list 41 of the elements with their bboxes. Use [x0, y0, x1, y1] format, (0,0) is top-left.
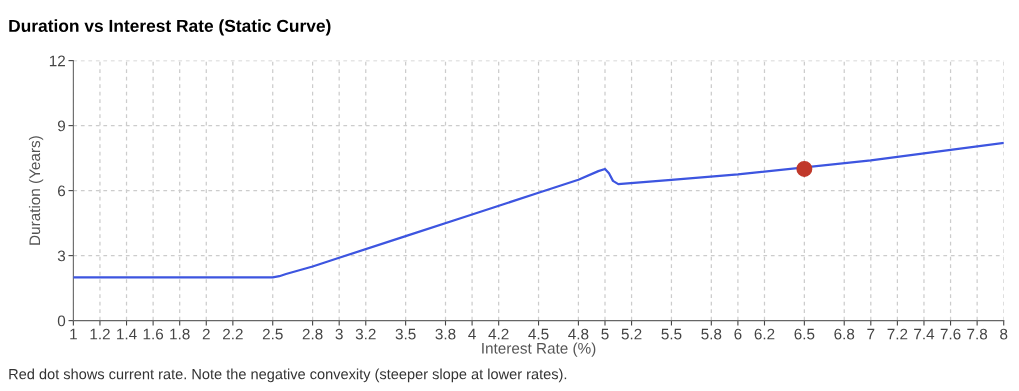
x-tick-label: 4.2: [488, 328, 509, 340]
x-tick-label: 6: [734, 328, 742, 340]
y-tick-label: 0: [57, 315, 66, 327]
x-tick-label: 7.8: [967, 328, 988, 340]
y-axis-title: Duration (Years): [28, 136, 44, 245]
x-tick-label: 4: [468, 328, 476, 340]
text: Red dot shows current rate. Note the negative convexity (steeper slope at lower rates).: [9, 368, 567, 383]
x-tick-label: 6.2: [754, 328, 775, 340]
y-tick-label: 12: [49, 55, 65, 67]
x-tick-label: 5.8: [701, 328, 722, 340]
x-tick-label: 2.8: [302, 328, 323, 340]
x-tick-label: 7: [867, 328, 875, 340]
x-tick-label: 4.5: [528, 328, 549, 340]
x-tick-label: 1.2: [90, 328, 110, 340]
x-tick-label: 3.2: [355, 328, 376, 340]
x-tick-label: 3.8: [435, 328, 456, 340]
x-tick-label: 1.4: [117, 328, 137, 340]
x-tick-label: 2.2: [223, 328, 243, 340]
x-tick-label: 5: [601, 328, 609, 340]
x-tick-label: 1.8: [170, 328, 190, 340]
y-tick-label: 3: [57, 250, 66, 262]
y-tick-label: 6: [58, 185, 66, 197]
x-tick-label: 1.6: [143, 328, 164, 340]
line-series: [73, 141, 1004, 279]
chart-title: Duration vs Interest Rate (Static Curve): [9, 19, 331, 36]
x-tick-label: 3.5: [395, 328, 416, 340]
x-tick-label: 2.5: [262, 328, 283, 340]
x-tick-label: 6.8: [834, 328, 855, 340]
x-tick-label: 5.2: [621, 328, 642, 340]
x-tick-label: 7.2: [887, 328, 908, 340]
y-tick-label: 9: [57, 120, 66, 132]
x-tick-label: 7.4: [914, 328, 935, 340]
x-axis-title: Interest Rate (%): [482, 342, 596, 357]
x-tick-label: 7.6: [940, 328, 961, 340]
x-tick-label: 5.5: [661, 328, 682, 340]
x-tick-label: 4.8: [568, 328, 589, 340]
x-tick-label: 8: [1000, 328, 1008, 340]
x-tick-label: 3: [335, 328, 343, 340]
x-tick-label: 6.5: [794, 328, 815, 340]
x-tick-label: 2: [202, 328, 210, 340]
x-tick-label: 1: [70, 328, 77, 340]
